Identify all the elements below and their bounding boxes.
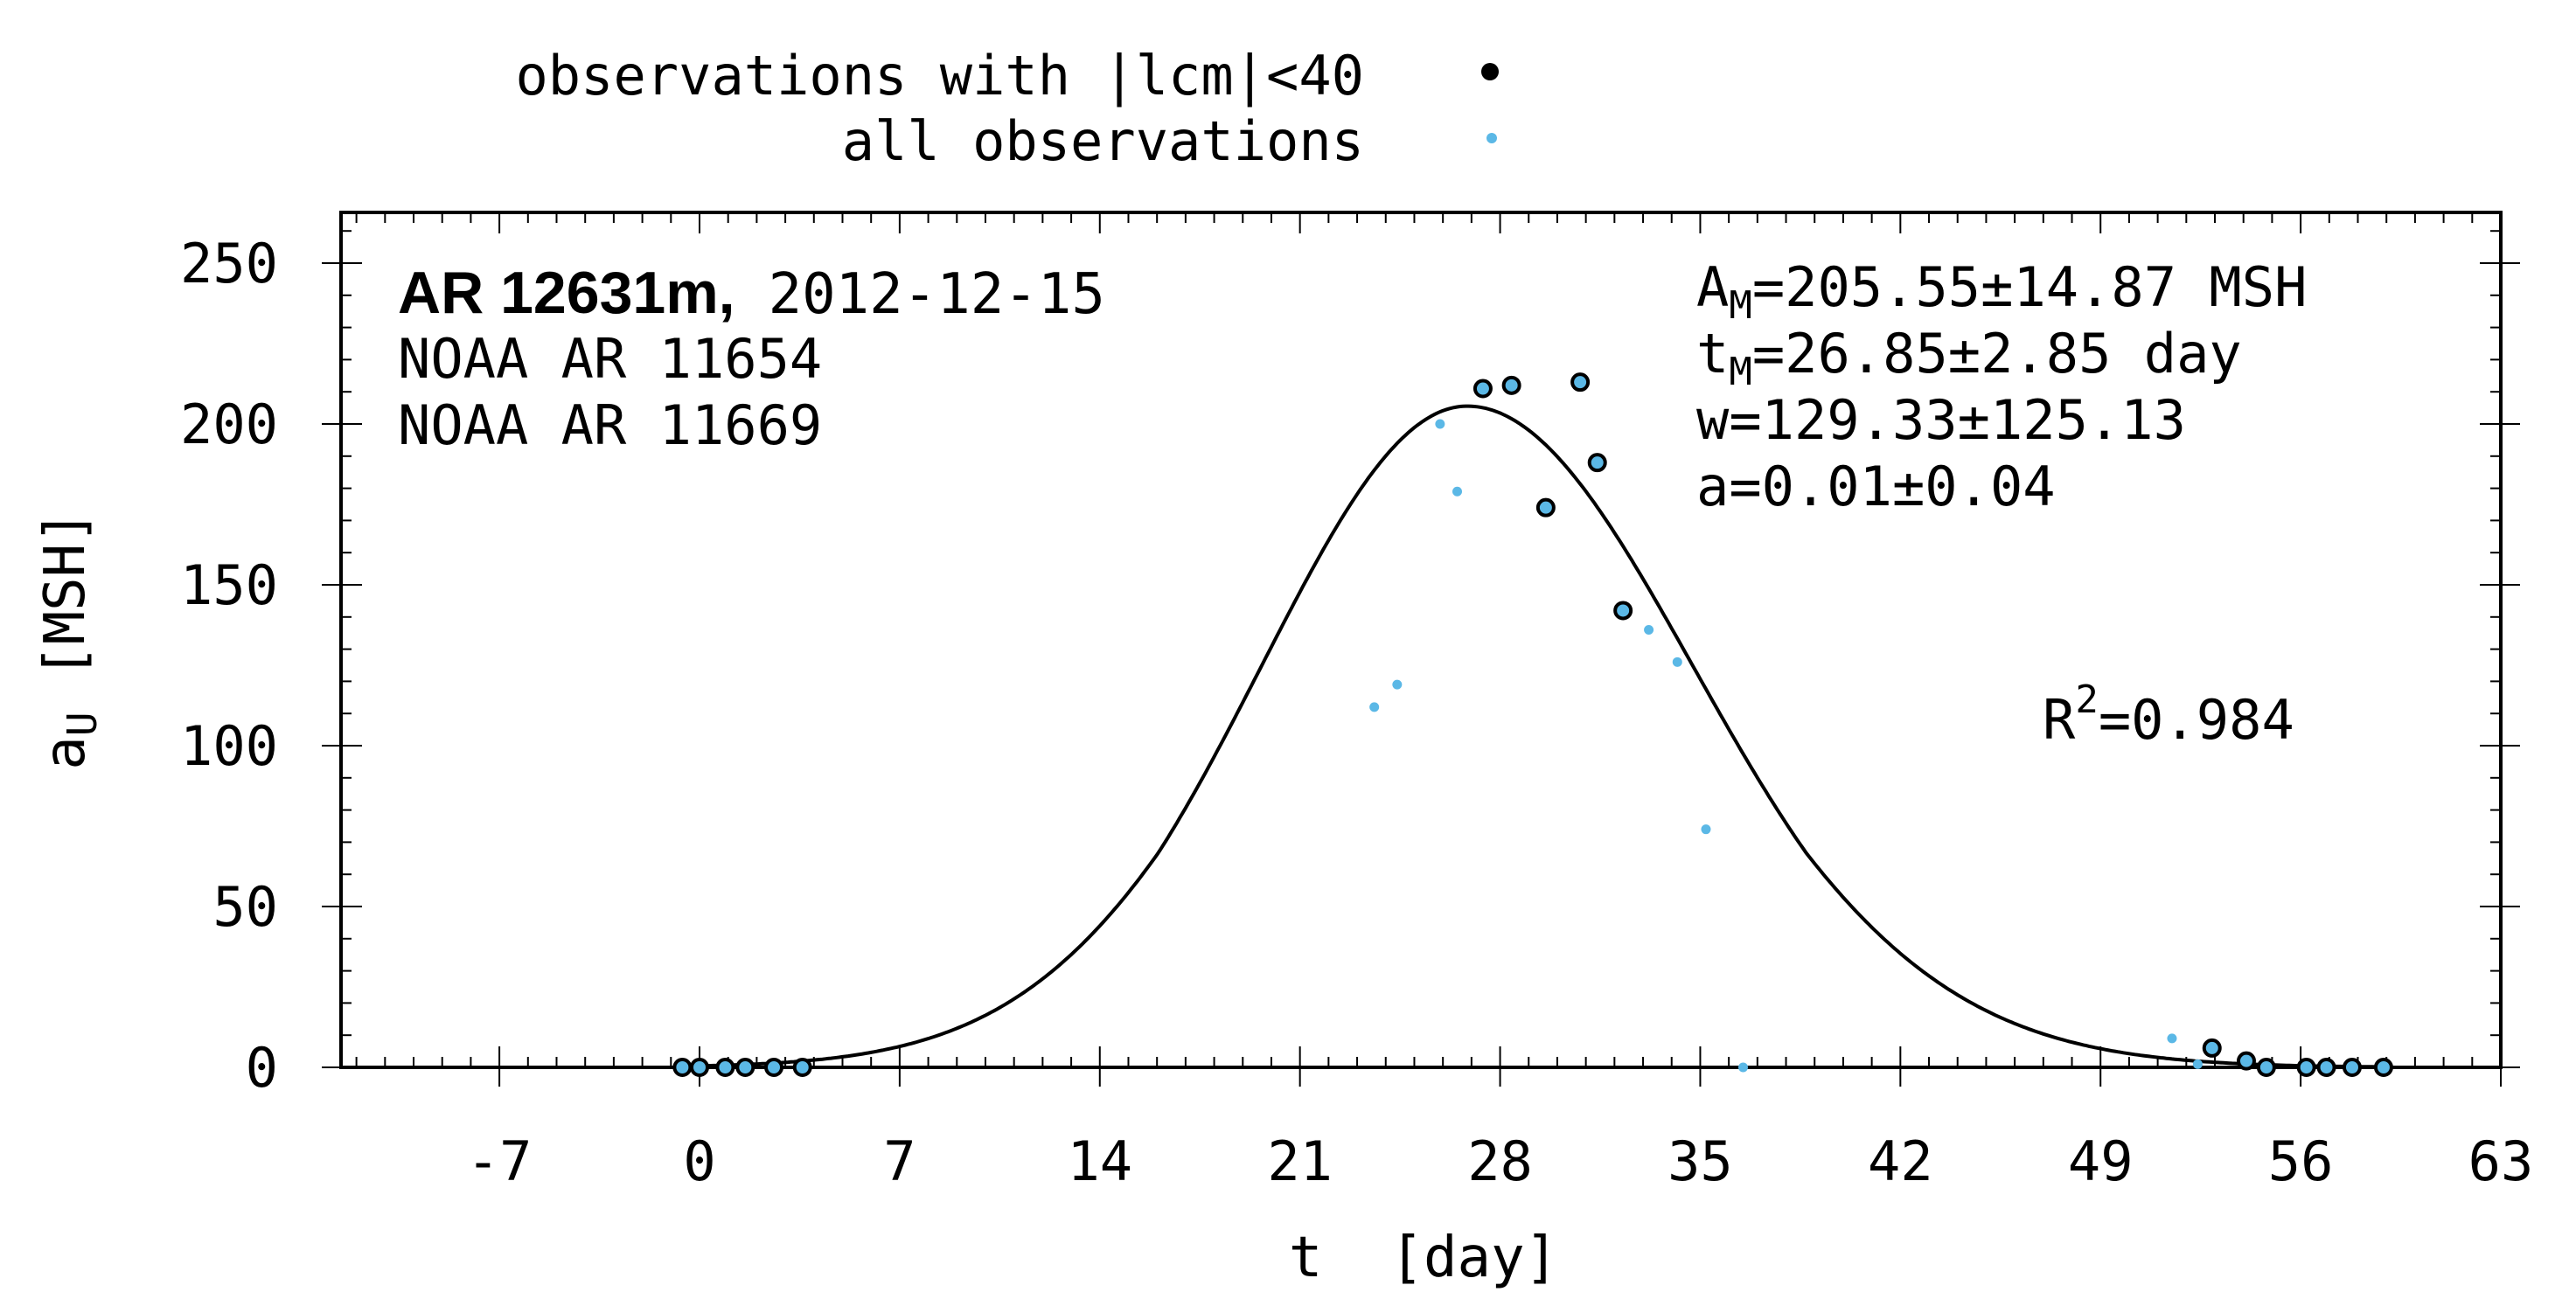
legend-label-filtered: observations with |lcm|<40	[515, 44, 1364, 108]
r-squared: R2=0.984	[2043, 677, 2294, 752]
x-tick-label: 28	[1467, 1129, 1533, 1193]
x-tick-label: 42	[1868, 1129, 1933, 1193]
noaa-line-1: NOAA AR 11654	[398, 327, 822, 391]
axis-tick-labels: -7 0 7 14 21 28 35 42 49 56 63 0 50 100 150 200 250	[180, 232, 2533, 1193]
filtered-observation-point	[1472, 379, 1493, 399]
filtered-observation-point	[1535, 497, 1556, 518]
region-date: 2012-12-15	[769, 262, 1105, 327]
x-tick-label: 63	[2468, 1129, 2534, 1193]
y-tick-label: 250	[180, 232, 278, 295]
x-tick-label: 21	[1267, 1129, 1333, 1193]
fit-curve	[700, 404, 2390, 1069]
fit-param-peak-time: tM=26.85±2.85 day	[1696, 322, 2242, 394]
filtered-observation-point	[792, 1058, 812, 1077]
fit-param-asymmetry: a=0.01±0.04	[1696, 455, 2056, 518]
legend-marker-filtered	[1481, 63, 1499, 80]
x-tick-label: -7	[467, 1129, 533, 1193]
filtered-observation-point	[735, 1058, 755, 1077]
all-observation-point	[1701, 824, 1711, 835]
all-observation-point	[1644, 625, 1654, 636]
all-observation-point	[1737, 1062, 1748, 1073]
legend: observations with |lcm|<40 all observati…	[515, 44, 1499, 173]
y-tick-label: 100	[180, 714, 278, 778]
y-tick-label: 200	[180, 393, 278, 456]
x-tick-label: 49	[2068, 1129, 2134, 1193]
all-observation-point	[1672, 656, 1682, 667]
y-axis-label-unit: [MSH]	[33, 510, 98, 678]
fit-param-amplitude: AM=205.55±14.87 MSH	[1696, 255, 2307, 328]
filtered-observation-point	[2256, 1058, 2276, 1077]
all-observation-point	[1435, 419, 1445, 429]
filtered-observation-point	[2316, 1058, 2336, 1077]
all-observation-point	[1452, 486, 1463, 497]
filtered-observation-point	[2296, 1058, 2316, 1077]
y-tick-label: 150	[180, 553, 278, 617]
svg-text:AR 12631m,2012-12-15: AR 12631m, 2012-12-15	[398, 260, 1105, 327]
fit-param-width: w=129.33±125.13	[1696, 388, 2186, 452]
x-axis-label: t [day]	[1289, 1226, 1558, 1290]
region-title: AR 12631m,	[398, 260, 735, 326]
svg-text:aU [MSH]: aU [MSH]	[33, 510, 106, 769]
y-axis-label: aU [MSH]	[33, 510, 106, 769]
filtered-observation-point	[2202, 1038, 2222, 1058]
filtered-observation-point	[672, 1058, 693, 1077]
x-tick-label: 7	[883, 1129, 916, 1193]
all-observation-point	[1392, 679, 1403, 690]
plot-frame	[339, 211, 2503, 1069]
y-axis-label-sub: U	[59, 712, 106, 736]
all-observation-point	[1369, 702, 1380, 712]
all-observation-point	[2192, 1059, 2203, 1069]
filtered-observation-point	[2342, 1058, 2362, 1077]
filtered-observation-point	[1613, 601, 1633, 621]
legend-label-all: all observations	[842, 109, 1364, 173]
y-tick-label: 0	[246, 1036, 278, 1100]
all-observation-point	[2167, 1033, 2177, 1044]
filtered-observation-point	[764, 1058, 784, 1077]
filtered-observation-point	[2236, 1051, 2256, 1071]
filtered-observation-point	[690, 1058, 709, 1077]
legend-marker-all	[1486, 133, 1497, 143]
fit-curve-layer	[700, 404, 2390, 1069]
x-tick-label: 56	[2268, 1129, 2334, 1193]
y-axis-label-main: a	[33, 736, 98, 770]
filtered-observation-point	[2373, 1058, 2393, 1077]
filtered-observation-point	[715, 1058, 735, 1077]
x-tick-label: 0	[683, 1129, 715, 1193]
filtered-observation-point	[1570, 372, 1591, 393]
y-tick-label: 50	[212, 875, 278, 939]
filtered-observation-point	[1501, 375, 1521, 395]
filtered-observation-point	[1587, 453, 1607, 473]
noaa-line-2: NOAA AR 11669	[398, 393, 822, 457]
x-tick-label: 14	[1067, 1129, 1132, 1193]
x-tick-label: 35	[1667, 1129, 1733, 1193]
region-annotation: AR 12631m, 2012-12-15 NOAA AR 11654 NOAA …	[398, 260, 1105, 457]
data-points	[672, 372, 2393, 1077]
fit-parameters: AM=205.55±14.87 MSH tM=26.85±2.85 day w=…	[1696, 255, 2307, 518]
